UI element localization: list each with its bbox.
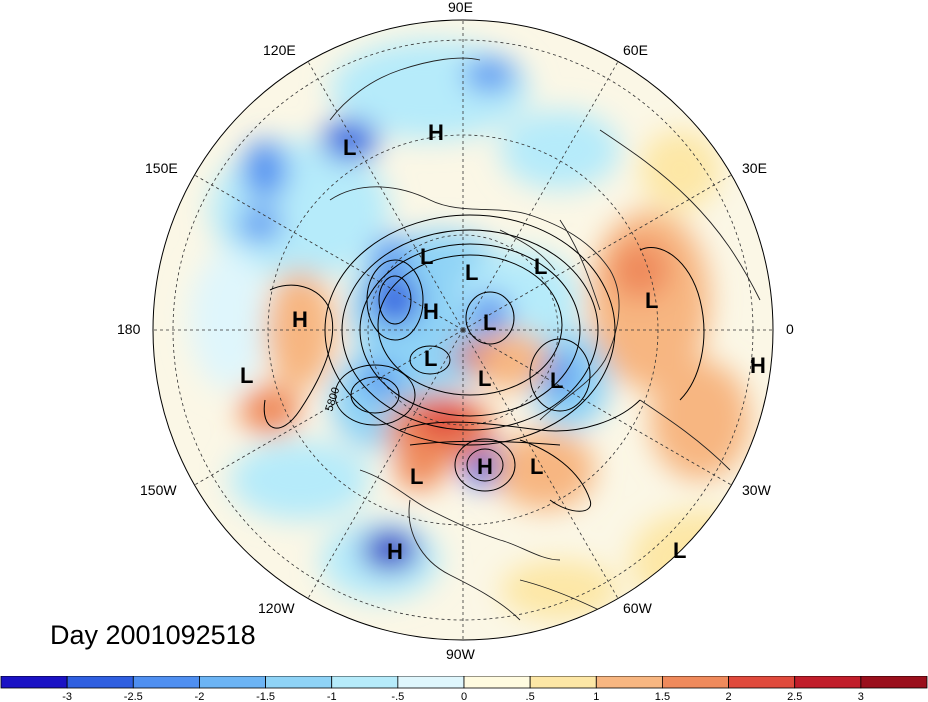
- colorbar-tick-label: 1: [593, 691, 599, 702]
- lon-label-90w: 90W: [446, 646, 476, 662]
- coastlines: [329, 57, 761, 631]
- pressure-system-marker: H: [750, 353, 766, 378]
- colorbar-swatch: [662, 676, 729, 689]
- colorbar-swatch: [860, 676, 928, 689]
- pressure-system-marker: L: [673, 538, 686, 563]
- pressure-system-marker: H: [477, 454, 493, 479]
- pressure-system-markers: H L L L L H L H L L L L L H L H L H L L: [240, 120, 766, 564]
- colorbar-swatch: [331, 676, 399, 689]
- lon-label-180: 180: [117, 321, 141, 337]
- colorbar-tick-label: 0: [461, 691, 467, 702]
- colorbar-tick-label: -1: [327, 691, 337, 702]
- colorbar-swatch: [794, 676, 862, 689]
- lon-label-60w: 60W: [623, 600, 653, 616]
- polar-map: 5800 90E 60E 30E 0 30W 60W 90W 120W 150W…: [117, 0, 794, 662]
- lon-label-90e: 90E: [448, 0, 473, 15]
- pressure-system-marker: L: [483, 310, 496, 335]
- lon-label-120e: 120E: [263, 42, 296, 58]
- pressure-system-marker: L: [410, 464, 423, 489]
- lon-label-30e: 30E: [742, 160, 767, 176]
- colorbar-tick-label: -2.5: [124, 691, 143, 702]
- colorbar-swatch: [132, 676, 200, 689]
- colorbar-tick-label: -.5: [391, 691, 404, 702]
- pressure-system-marker: L: [240, 363, 253, 388]
- colorbar-tick-label: 2.5: [787, 691, 802, 702]
- lon-label-30w: 30W: [742, 482, 772, 498]
- meridian-line: [194, 174, 464, 331]
- colorbar-tick-label: -2: [195, 691, 205, 702]
- colorbar-swatch: [66, 676, 134, 689]
- colorbar-swatch: [529, 676, 597, 689]
- meridian-line: [462, 61, 619, 331]
- colorbar-swatch: [199, 676, 266, 689]
- colorbar-tick-label: .5: [526, 691, 535, 702]
- lon-label-60e: 60E: [623, 42, 648, 58]
- colorbar-tick-label: 1.5: [655, 691, 670, 702]
- meridian-line: [307, 329, 464, 599]
- pressure-system-marker: L: [420, 244, 433, 269]
- meridian-line: [462, 174, 732, 331]
- lon-label-0: 0: [786, 321, 794, 337]
- meridian-line: [462, 329, 619, 599]
- colorbar-tick-label: 3: [858, 691, 864, 702]
- colorbar-swatch: [265, 676, 333, 689]
- graticule: [153, 20, 773, 640]
- lon-label-150w: 150W: [140, 482, 177, 498]
- map-title: Day 2001092518: [50, 620, 256, 650]
- pressure-system-marker: H: [423, 299, 439, 324]
- longitude-labels: 90E 60E 30E 0 30W 60W 90W 120W 150W 180 …: [117, 0, 794, 662]
- pressure-system-marker: H: [387, 539, 403, 564]
- pressure-system-marker: L: [465, 260, 478, 285]
- pressure-system-marker: H: [428, 120, 444, 145]
- colorbar-swatch: [463, 676, 531, 689]
- pressure-system-marker: L: [645, 288, 658, 313]
- colorbar-tick-label: 2: [726, 691, 732, 702]
- height-contours: [263, 214, 705, 512]
- meridian-line: [462, 329, 732, 486]
- lon-label-120w: 120W: [258, 600, 295, 616]
- colorbar-swatch: [595, 676, 663, 689]
- meridian-line: [194, 329, 464, 486]
- pressure-system-marker: L: [424, 346, 437, 371]
- colorbar: -3 -2.5 -2 -1.5 -1 -.5 0 .5 1 1.5 2 2.5 3: [0, 676, 928, 702]
- pressure-system-marker: L: [550, 368, 563, 393]
- colorbar-swatch: [0, 676, 68, 689]
- pressure-system-marker: L: [534, 254, 547, 279]
- meridian-line: [307, 61, 464, 331]
- pressure-system-marker: H: [292, 307, 308, 332]
- pressure-system-marker: L: [478, 366, 491, 391]
- colorbar-swatch: [728, 676, 796, 689]
- colorbar-tick-label: -3: [62, 691, 72, 702]
- colorbar-swatch: [397, 676, 465, 689]
- lon-label-150e: 150E: [145, 160, 178, 176]
- pressure-system-marker: L: [343, 135, 356, 160]
- colorbar-tick-label: -1.5: [256, 691, 275, 702]
- pressure-system-marker: L: [530, 454, 543, 479]
- map-boundary: [152, 19, 774, 641]
